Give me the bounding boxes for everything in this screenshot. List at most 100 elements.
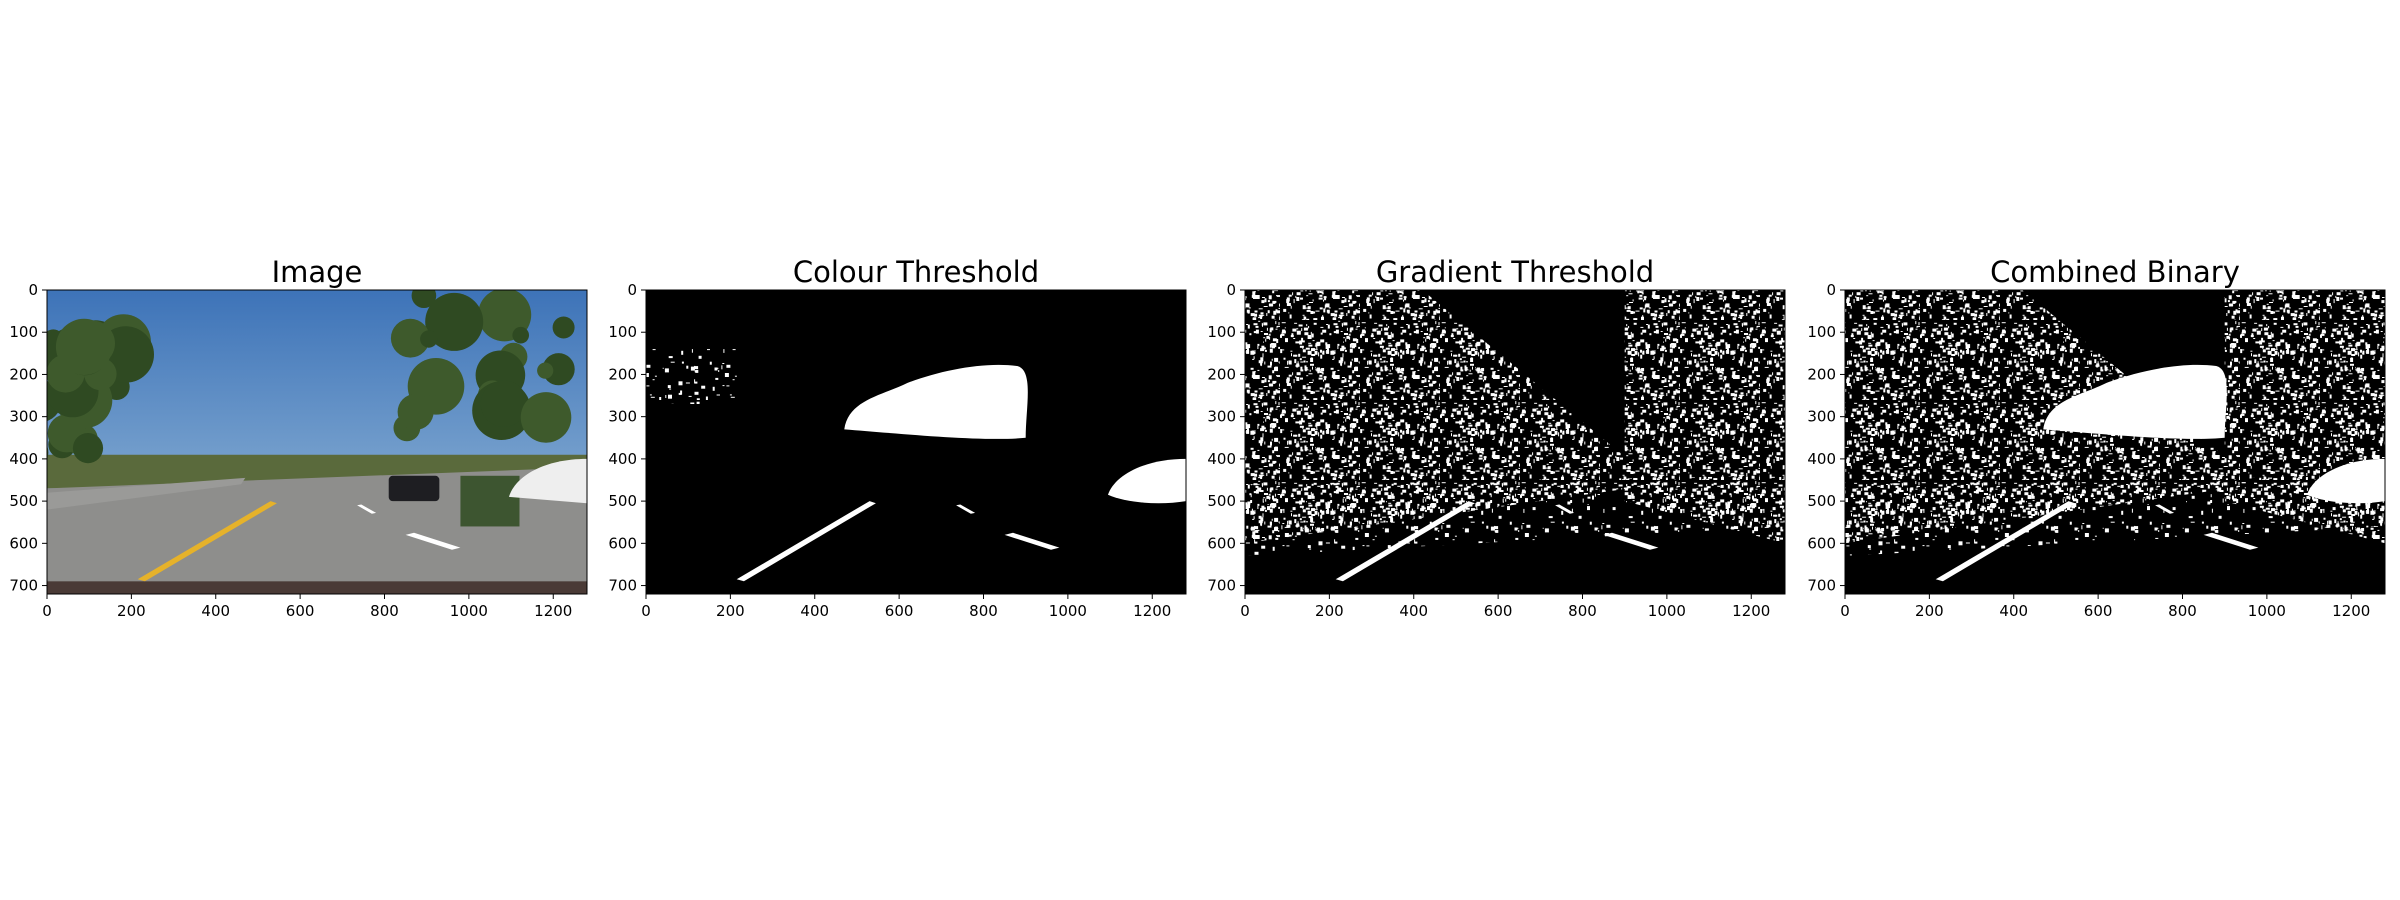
road: [47, 467, 587, 594]
x-tick-label: 0: [42, 602, 52, 620]
x-tick-label: 800: [1568, 602, 1597, 620]
x-tick-label: 200: [1315, 602, 1344, 620]
y-tick-label: 200: [9, 365, 38, 383]
x-tick-label: 1000: [2248, 602, 2286, 620]
y-tick-label: 0: [1226, 281, 1236, 299]
x-tick-label: 400: [800, 602, 829, 620]
y-tick-label: 700: [1207, 577, 1236, 595]
axes-frame: [645, 289, 1187, 595]
tree-foliage: [390, 318, 430, 358]
x-tick-label: 0: [1240, 602, 1250, 620]
y-tick-label: 300: [9, 408, 38, 426]
right-lane-dash: [1603, 532, 1659, 550]
x-tick-label: 400: [1399, 602, 1428, 620]
tree-foliage: [520, 392, 572, 443]
panel-1: Image 0 200 400 600 800 1000 1200 0 100 200 300 400 5…: [9, 255, 588, 620]
x-tick-label: 1000: [1049, 602, 1087, 620]
panel-title: Combined Binary: [1990, 255, 2240, 289]
tree-foliage: [425, 292, 484, 351]
y-tick-label: 500: [1807, 492, 1836, 510]
y-tick-label: 700: [1807, 577, 1836, 595]
x-tick-label: 200: [716, 602, 745, 620]
y-tick-label: 100: [1207, 323, 1236, 341]
y-tick-label: 600: [1207, 534, 1236, 552]
tree-foliage: [55, 318, 113, 375]
y-tick-label: 400: [1207, 450, 1236, 468]
x-tick-label: 0: [641, 602, 651, 620]
x-tick-label: 400: [1999, 602, 2028, 620]
panel-title: Image: [272, 255, 363, 289]
tree-foliage: [480, 380, 528, 427]
y-tick-label: 100: [9, 323, 38, 341]
y-tick-label: 200: [1807, 365, 1836, 383]
tree-foliage: [537, 362, 554, 379]
x-tick-label: 1200: [534, 602, 572, 620]
horizon-edges: [1845, 475, 2385, 556]
sky-region: [2043, 364, 2227, 439]
y-tick-label: 700: [608, 577, 637, 595]
white-car: [508, 458, 587, 504]
tree-foliage: [420, 330, 438, 348]
panel-2: Colour Threshold 0 200 400 600 800 1000 1200 0 10…: [608, 255, 1187, 620]
panel-4: Combined Binary 0 200 400 600 800 1000 1200 0 100…: [1807, 255, 2386, 620]
panel-title: Gradient Threshold: [1376, 255, 1654, 289]
x-tick-label: 600: [286, 602, 315, 620]
panel-image: [1845, 290, 2385, 594]
x-tick-label: 600: [1484, 602, 1513, 620]
y-tick-label: 500: [1207, 492, 1236, 510]
barrier: [47, 477, 246, 510]
x-tick-label: 200: [117, 602, 146, 620]
tree-trunk-area: [460, 475, 520, 527]
y-tick-label: 0: [1826, 281, 1836, 299]
axes-frame: [1844, 289, 2386, 595]
left-lane-line: [736, 501, 876, 582]
y-tick-label: 100: [1807, 323, 1836, 341]
tree-foliage: [17, 383, 37, 403]
right-lane-dash: [357, 504, 377, 514]
x-tick-label: 800: [2168, 602, 2197, 620]
panel-image: [17, 290, 587, 594]
x-tick-label: 200: [1915, 602, 1944, 620]
right-lane-dash: [1004, 532, 1060, 550]
y-tick-label: 600: [9, 534, 38, 552]
tree-foliage: [72, 433, 104, 464]
tree-foliage: [552, 316, 575, 339]
right-lane-dash: [1555, 504, 1575, 514]
y-tick-label: 300: [1207, 408, 1236, 426]
left-lane-line: [1335, 501, 1475, 582]
y-tick-label: 0: [28, 281, 38, 299]
axes-frame: [46, 289, 588, 595]
x-tick-label: 800: [370, 602, 399, 620]
x-tick-label: 0: [1840, 602, 1850, 620]
tree-foliage: [397, 393, 434, 430]
tree-foliage: [419, 370, 446, 396]
right-lane-dash: [2203, 532, 2259, 550]
x-tick-label: 400: [201, 602, 230, 620]
y-tick-label: 400: [1807, 450, 1836, 468]
dark-car: [388, 475, 440, 502]
axes-frame: [1244, 289, 1786, 595]
car-hood: [47, 581, 587, 594]
sky-region: [844, 364, 1028, 439]
y-tick-label: 0: [627, 281, 637, 299]
right-lane-dash: [405, 532, 461, 550]
y-tick-label: 300: [1807, 408, 1836, 426]
y-tick-label: 300: [608, 408, 637, 426]
y-tick-label: 700: [9, 577, 38, 595]
image-background: [646, 290, 1186, 594]
panel-image: [646, 290, 1186, 594]
y-tick-label: 400: [9, 450, 38, 468]
sparse-speckles: [646, 349, 739, 404]
tree-foliage: [542, 353, 575, 386]
x-tick-label: 1200: [1133, 602, 1171, 620]
panel-3: Gradient Threshold 0 200 400 600 800 1000 1200 0…: [1207, 255, 1786, 620]
y-tick-label: 500: [9, 492, 38, 510]
right-lane-dash: [956, 504, 976, 514]
x-tick-label: 600: [2084, 602, 2113, 620]
x-tick-label: 1000: [450, 602, 488, 620]
y-tick-label: 200: [608, 365, 637, 383]
left-lane-line: [137, 501, 277, 582]
car-region: [1107, 458, 1186, 504]
panel-title: Colour Threshold: [793, 255, 1039, 289]
